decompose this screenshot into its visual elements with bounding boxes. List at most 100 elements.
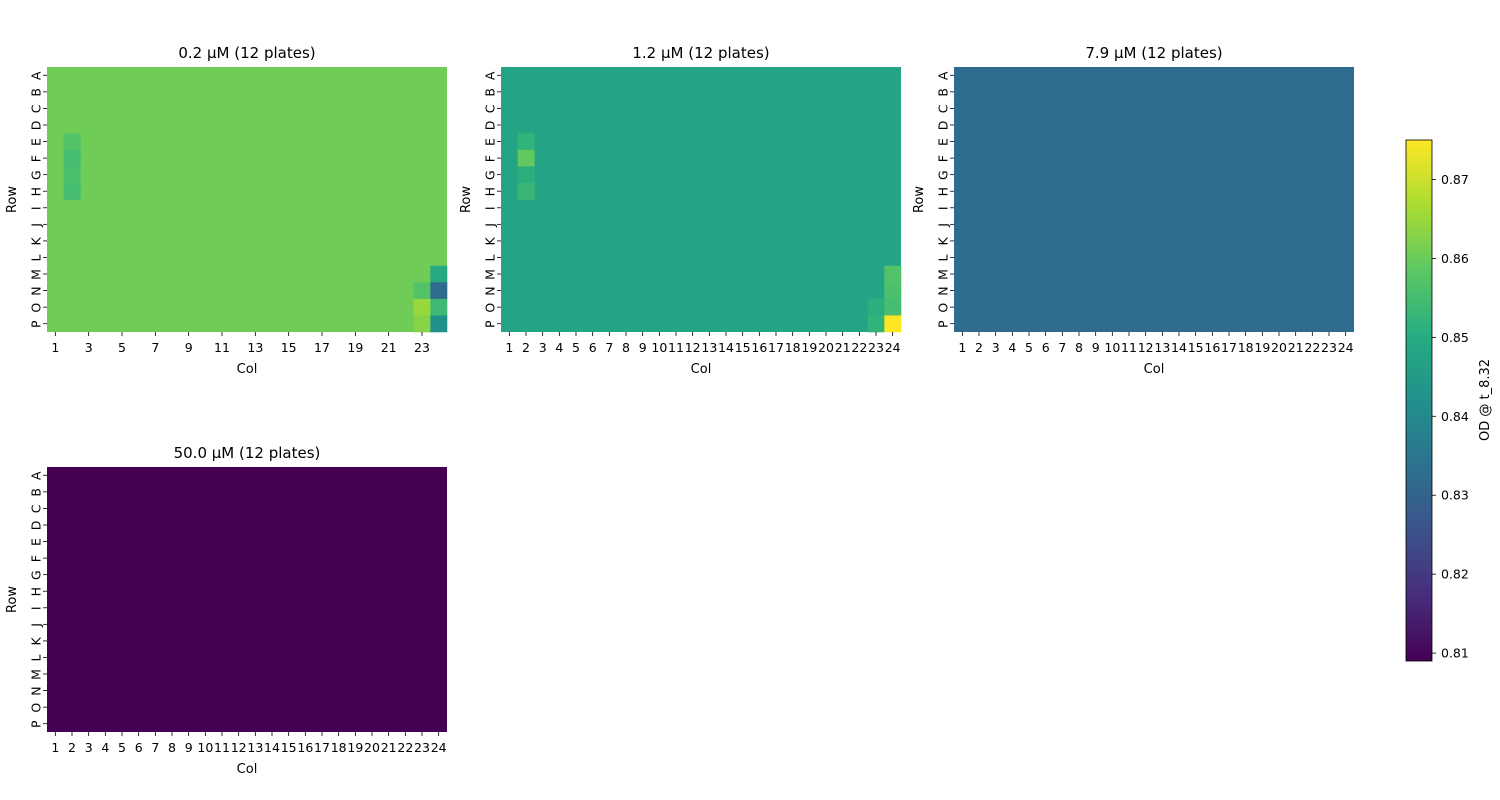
panel-title: 7.9 µM (12 plates) bbox=[1085, 44, 1222, 62]
col-tick-label: 17 bbox=[314, 740, 330, 755]
heatmap-cell bbox=[517, 166, 535, 184]
col-tick-label: 16 bbox=[751, 340, 767, 355]
row-tick-label: G bbox=[29, 170, 44, 180]
col-tick-label: 9 bbox=[1092, 340, 1100, 355]
heatmap-base-cells bbox=[954, 67, 1354, 332]
row-tick-label: E bbox=[483, 138, 498, 146]
heatmap-cell bbox=[517, 182, 535, 200]
row-tick-label: D bbox=[483, 121, 498, 131]
row-tick-label: F bbox=[936, 155, 951, 162]
col-tick-label: 13 bbox=[247, 340, 263, 355]
col-tick-label: 21 bbox=[1288, 340, 1304, 355]
row-tick-label: O bbox=[936, 303, 951, 313]
heatmap-cell bbox=[430, 298, 448, 316]
col-tick-label: 3 bbox=[992, 340, 1000, 355]
row-tick-label: B bbox=[29, 88, 44, 97]
panel-title: 50.0 µM (12 plates) bbox=[174, 444, 321, 462]
col-tick-label: 5 bbox=[118, 740, 126, 755]
heatmap-cell bbox=[63, 149, 81, 167]
col-tick-label: 17 bbox=[314, 340, 330, 355]
heatmap-cell bbox=[413, 298, 431, 316]
col-tick-label: 12 bbox=[685, 340, 701, 355]
col-tick-label: 4 bbox=[1008, 340, 1016, 355]
row-tick-label: G bbox=[936, 170, 951, 180]
col-tick-label: 5 bbox=[118, 340, 126, 355]
col-tick-label: 6 bbox=[589, 340, 597, 355]
heatmap-cell bbox=[63, 133, 81, 151]
row-tick-label: G bbox=[483, 170, 498, 180]
col-tick-label: 7 bbox=[605, 340, 613, 355]
heatmap-cell bbox=[884, 282, 902, 300]
col-tick-label: 15 bbox=[735, 340, 751, 355]
row-tick-label: F bbox=[483, 155, 498, 162]
row-tick-label: I bbox=[29, 206, 44, 210]
row-tick-label: F bbox=[29, 555, 44, 562]
x-axis-label: Col bbox=[691, 362, 712, 377]
col-tick-label: 1 bbox=[51, 740, 59, 755]
heatmap-cell bbox=[884, 298, 902, 316]
heatmap-cell bbox=[517, 149, 535, 167]
col-tick-label: 23 bbox=[1321, 340, 1337, 355]
row-tick-label: O bbox=[29, 303, 44, 313]
row-tick-label: H bbox=[936, 187, 951, 196]
colorbar-tick-label: 0.81 bbox=[1441, 646, 1469, 661]
col-tick-label: 20 bbox=[1271, 340, 1287, 355]
col-tick-label: 21 bbox=[835, 340, 851, 355]
row-tick-label: P bbox=[936, 320, 951, 328]
row-tick-label: C bbox=[936, 104, 951, 113]
row-tick-label: A bbox=[936, 71, 951, 80]
x-axis-label: Col bbox=[237, 762, 258, 777]
col-tick-label: 7 bbox=[151, 740, 159, 755]
col-tick-label: 1 bbox=[51, 340, 59, 355]
col-tick-label: 1 bbox=[505, 340, 513, 355]
col-tick-label: 7 bbox=[1058, 340, 1066, 355]
row-tick-label: C bbox=[29, 504, 44, 513]
col-tick-label: 16 bbox=[1204, 340, 1220, 355]
col-tick-label: 15 bbox=[281, 740, 297, 755]
colorbar-tick-label: 0.84 bbox=[1441, 409, 1469, 424]
row-tick-label: H bbox=[29, 587, 44, 596]
colorbar-tick-label: 0.86 bbox=[1441, 251, 1469, 266]
heatmap-cell bbox=[867, 315, 885, 333]
row-tick-label: L bbox=[29, 654, 44, 661]
col-tick-label: 10 bbox=[197, 740, 213, 755]
colorbar-tick-label: 0.83 bbox=[1441, 488, 1469, 503]
col-tick-label: 18 bbox=[785, 340, 801, 355]
heatmap-cell bbox=[517, 133, 535, 151]
row-tick-label: I bbox=[936, 206, 951, 210]
colorbar: 0.81 0.82 0.83 0.84 0.85 0.86 0.87 OD @ t_8.32 bbox=[1405, 139, 1493, 662]
col-tick-label: 5 bbox=[1025, 340, 1033, 355]
heatmap-base-cells bbox=[47, 67, 447, 332]
col-tick-label: 11 bbox=[214, 340, 230, 355]
row-tick-label: C bbox=[29, 104, 44, 113]
row-tick-label: B bbox=[936, 88, 951, 97]
col-tick-label: 10 bbox=[651, 340, 667, 355]
y-axis-label: Row bbox=[912, 186, 927, 213]
col-tick-label: 23 bbox=[414, 340, 430, 355]
col-tick-label: 2 bbox=[68, 740, 76, 755]
col-tick-label: 11 bbox=[668, 340, 684, 355]
row-tick-label: J bbox=[29, 223, 44, 228]
row-tick-label: M bbox=[483, 269, 498, 280]
col-tick-label: 17 bbox=[768, 340, 784, 355]
row-tick-label: L bbox=[483, 254, 498, 261]
colorbar-ticks: 0.81 0.82 0.83 0.84 0.85 0.86 0.87 bbox=[1432, 172, 1469, 661]
row-tick-label: N bbox=[936, 286, 951, 295]
row-tick-label: K bbox=[483, 237, 498, 246]
col-tick-label: 24 bbox=[1338, 340, 1354, 355]
col-tick-label: 19 bbox=[347, 340, 363, 355]
colorbar-label: OD @ t_8.32 bbox=[1478, 359, 1493, 441]
row-tick-label: P bbox=[29, 320, 44, 328]
col-tick-label: 4 bbox=[101, 740, 109, 755]
row-tick-label: O bbox=[483, 303, 498, 313]
x-axis-label: Col bbox=[1144, 362, 1165, 377]
col-tick-label: 6 bbox=[135, 740, 143, 755]
row-tick-label: M bbox=[29, 669, 44, 680]
col-tick-label: 8 bbox=[168, 740, 176, 755]
row-tick-label: J bbox=[936, 223, 951, 228]
row-tick-label: M bbox=[29, 269, 44, 280]
col-tick-label: 14 bbox=[1171, 340, 1187, 355]
